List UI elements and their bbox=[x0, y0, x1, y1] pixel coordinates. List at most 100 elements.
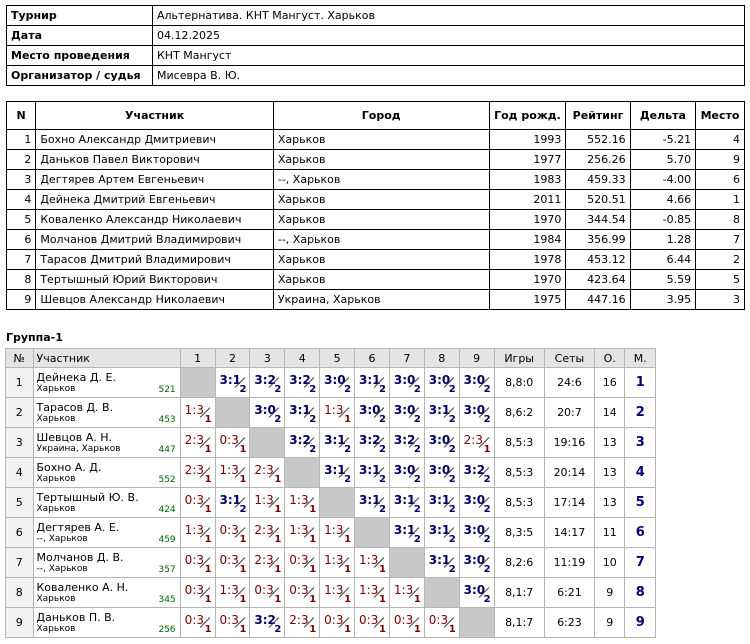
match-score: 3:0 bbox=[463, 493, 486, 507]
participant-row: 2 Даньков Павел Викторович Харьков 1977 256.… bbox=[5, 149, 745, 170]
result-cell-diagonal bbox=[179, 367, 216, 398]
info-row: Место проведения КНТ Мангуст bbox=[6, 45, 745, 66]
result-cell: 3:1 2 bbox=[423, 547, 460, 578]
result-cell: 3:1 2 bbox=[354, 367, 390, 398]
participant-cell: 1 bbox=[5, 129, 37, 150]
player-city: --, Харьков bbox=[36, 563, 88, 574]
group-games: 8,2:6 bbox=[493, 547, 545, 578]
match-points: 2 bbox=[344, 384, 352, 395]
match-score: 2:3 bbox=[254, 463, 274, 477]
match-score: 1:3 bbox=[184, 403, 204, 417]
group-points: 14 bbox=[594, 397, 626, 428]
group-games: 8,3:5 bbox=[493, 517, 545, 548]
info-label: Организатор / судья bbox=[6, 65, 153, 86]
group-row: 4 Бохно А. Д. Харьков 552 2:3 1 1:3 1 2:3 1 3:1 2 3:… bbox=[5, 457, 656, 488]
match-points: 2 bbox=[344, 444, 352, 455]
match-score: 2:3 bbox=[254, 553, 274, 567]
group-player: Даньков П. В. Харьков 256 bbox=[32, 607, 181, 638]
group-row: 3 Шевцов А. Н. Украина, Харьков 447 2:3 1 0:3 1… bbox=[5, 427, 656, 458]
participant-cell: 8 bbox=[5, 269, 37, 290]
info-label: Турнир bbox=[6, 5, 153, 26]
player-rating: 345 bbox=[158, 595, 176, 605]
participant-cell: Даньков Павел Викторович bbox=[35, 149, 274, 170]
participant-cell: 1984 bbox=[488, 229, 567, 250]
player-city: Харьков bbox=[36, 623, 76, 634]
match-points: 1 bbox=[239, 594, 247, 605]
player-name: Молчанов Д. В. bbox=[36, 550, 124, 564]
match-points: 1 bbox=[309, 624, 317, 635]
match-points: 1 bbox=[239, 444, 247, 455]
participant-cell: 6 bbox=[5, 229, 37, 250]
match-score: 3:1 bbox=[428, 553, 451, 567]
match-points: 2 bbox=[413, 414, 421, 425]
match-points: 1 bbox=[309, 594, 317, 605]
result-cell-diagonal bbox=[423, 577, 460, 608]
player-rating: 459 bbox=[158, 535, 176, 545]
match-score: 1:3 bbox=[324, 553, 344, 567]
match-score: 1:3 bbox=[324, 583, 344, 597]
match-score: 3:0 bbox=[254, 403, 276, 417]
match-points: 2 bbox=[483, 534, 491, 545]
match-score: 3:1 bbox=[359, 463, 381, 477]
match-score: 0:3 bbox=[219, 433, 239, 447]
player-rating: 357 bbox=[158, 565, 176, 575]
match-score: 0:3 bbox=[289, 583, 309, 597]
result-cell: 3:0 2 bbox=[458, 397, 495, 428]
result-cell: 1:3 1 bbox=[319, 397, 356, 428]
participants-header: Место bbox=[695, 101, 745, 130]
participant-row: 7 Тарасов Дмитрий Владимирович Харьков 1978… bbox=[5, 249, 745, 270]
result-cell: 2:3 1 bbox=[284, 607, 321, 638]
participant-cell: Шевцов Александр Николаевич bbox=[35, 289, 274, 310]
result-cell: 3:1 2 bbox=[388, 517, 425, 548]
match-points: 1 bbox=[204, 624, 212, 635]
result-cell-diagonal bbox=[249, 427, 286, 458]
match-score: 3:0 bbox=[359, 403, 381, 417]
player-name: Тарасов Д. В. bbox=[36, 400, 114, 414]
result-cell: 0:3 1 bbox=[214, 517, 251, 548]
match-score: 0:3 bbox=[219, 523, 239, 537]
match-points: 2 bbox=[413, 504, 421, 515]
match-score: 1:3 bbox=[359, 583, 379, 597]
match-points: 2 bbox=[274, 384, 282, 395]
result-cell: 3:2 2 bbox=[249, 367, 286, 398]
result-cell: 3:0 2 bbox=[458, 517, 495, 548]
match-score: 3:2 bbox=[289, 433, 311, 447]
result-cell: 3:1 2 bbox=[214, 487, 251, 518]
result-cell: 3:0 2 bbox=[458, 367, 495, 398]
participant-cell: 1970 bbox=[488, 209, 567, 230]
participant-cell: 1978 bbox=[488, 249, 567, 270]
group-row-num: 1 bbox=[5, 367, 34, 398]
result-cell: 0:3 1 bbox=[179, 487, 216, 518]
match-points: 2 bbox=[378, 444, 386, 455]
group-header-stat: Игры bbox=[493, 348, 545, 368]
match-points: 2 bbox=[309, 384, 317, 395]
participants-header: Рейтинг bbox=[565, 101, 631, 130]
group-place: 3 bbox=[624, 427, 656, 458]
match-score: 3:0 bbox=[428, 463, 451, 477]
group-row-num: 8 bbox=[5, 577, 34, 608]
group-row-num: 9 bbox=[5, 607, 34, 638]
group-header-stat: Сеты bbox=[543, 348, 596, 368]
result-cell: 3:2 2 bbox=[388, 427, 425, 458]
group-header-col: 9 bbox=[458, 348, 495, 368]
result-cell: 3:0 2 bbox=[388, 367, 425, 398]
participant-cell: Харьков bbox=[272, 189, 490, 210]
match-points: 1 bbox=[344, 534, 352, 545]
match-score: 1:3 bbox=[393, 583, 414, 597]
match-score: 3:1 bbox=[324, 433, 346, 447]
group-games: 8,1:7 bbox=[493, 577, 545, 608]
info-value: 04.12.2025 bbox=[152, 25, 745, 46]
result-cell: 3:1 2 bbox=[354, 457, 390, 488]
match-score: 0:3 bbox=[254, 583, 274, 597]
participant-cell: 459.33 bbox=[565, 169, 631, 190]
group-header-col: 7 bbox=[388, 348, 425, 368]
result-cell: 1:3 1 bbox=[214, 577, 251, 608]
match-score: 0:3 bbox=[428, 613, 449, 627]
match-points: 2 bbox=[483, 414, 491, 425]
info-row: Турнир Альтернатива. КНТ Мангуст. Харьков bbox=[6, 5, 745, 26]
match-points: 1 bbox=[204, 444, 212, 455]
match-score: 3:2 bbox=[289, 373, 311, 387]
match-points: 2 bbox=[413, 534, 421, 545]
group-player: Тарасов Д. В. Харьков 453 bbox=[32, 397, 181, 428]
participant-cell: Дейнека Дмитрий Евгеньевич bbox=[35, 189, 274, 210]
